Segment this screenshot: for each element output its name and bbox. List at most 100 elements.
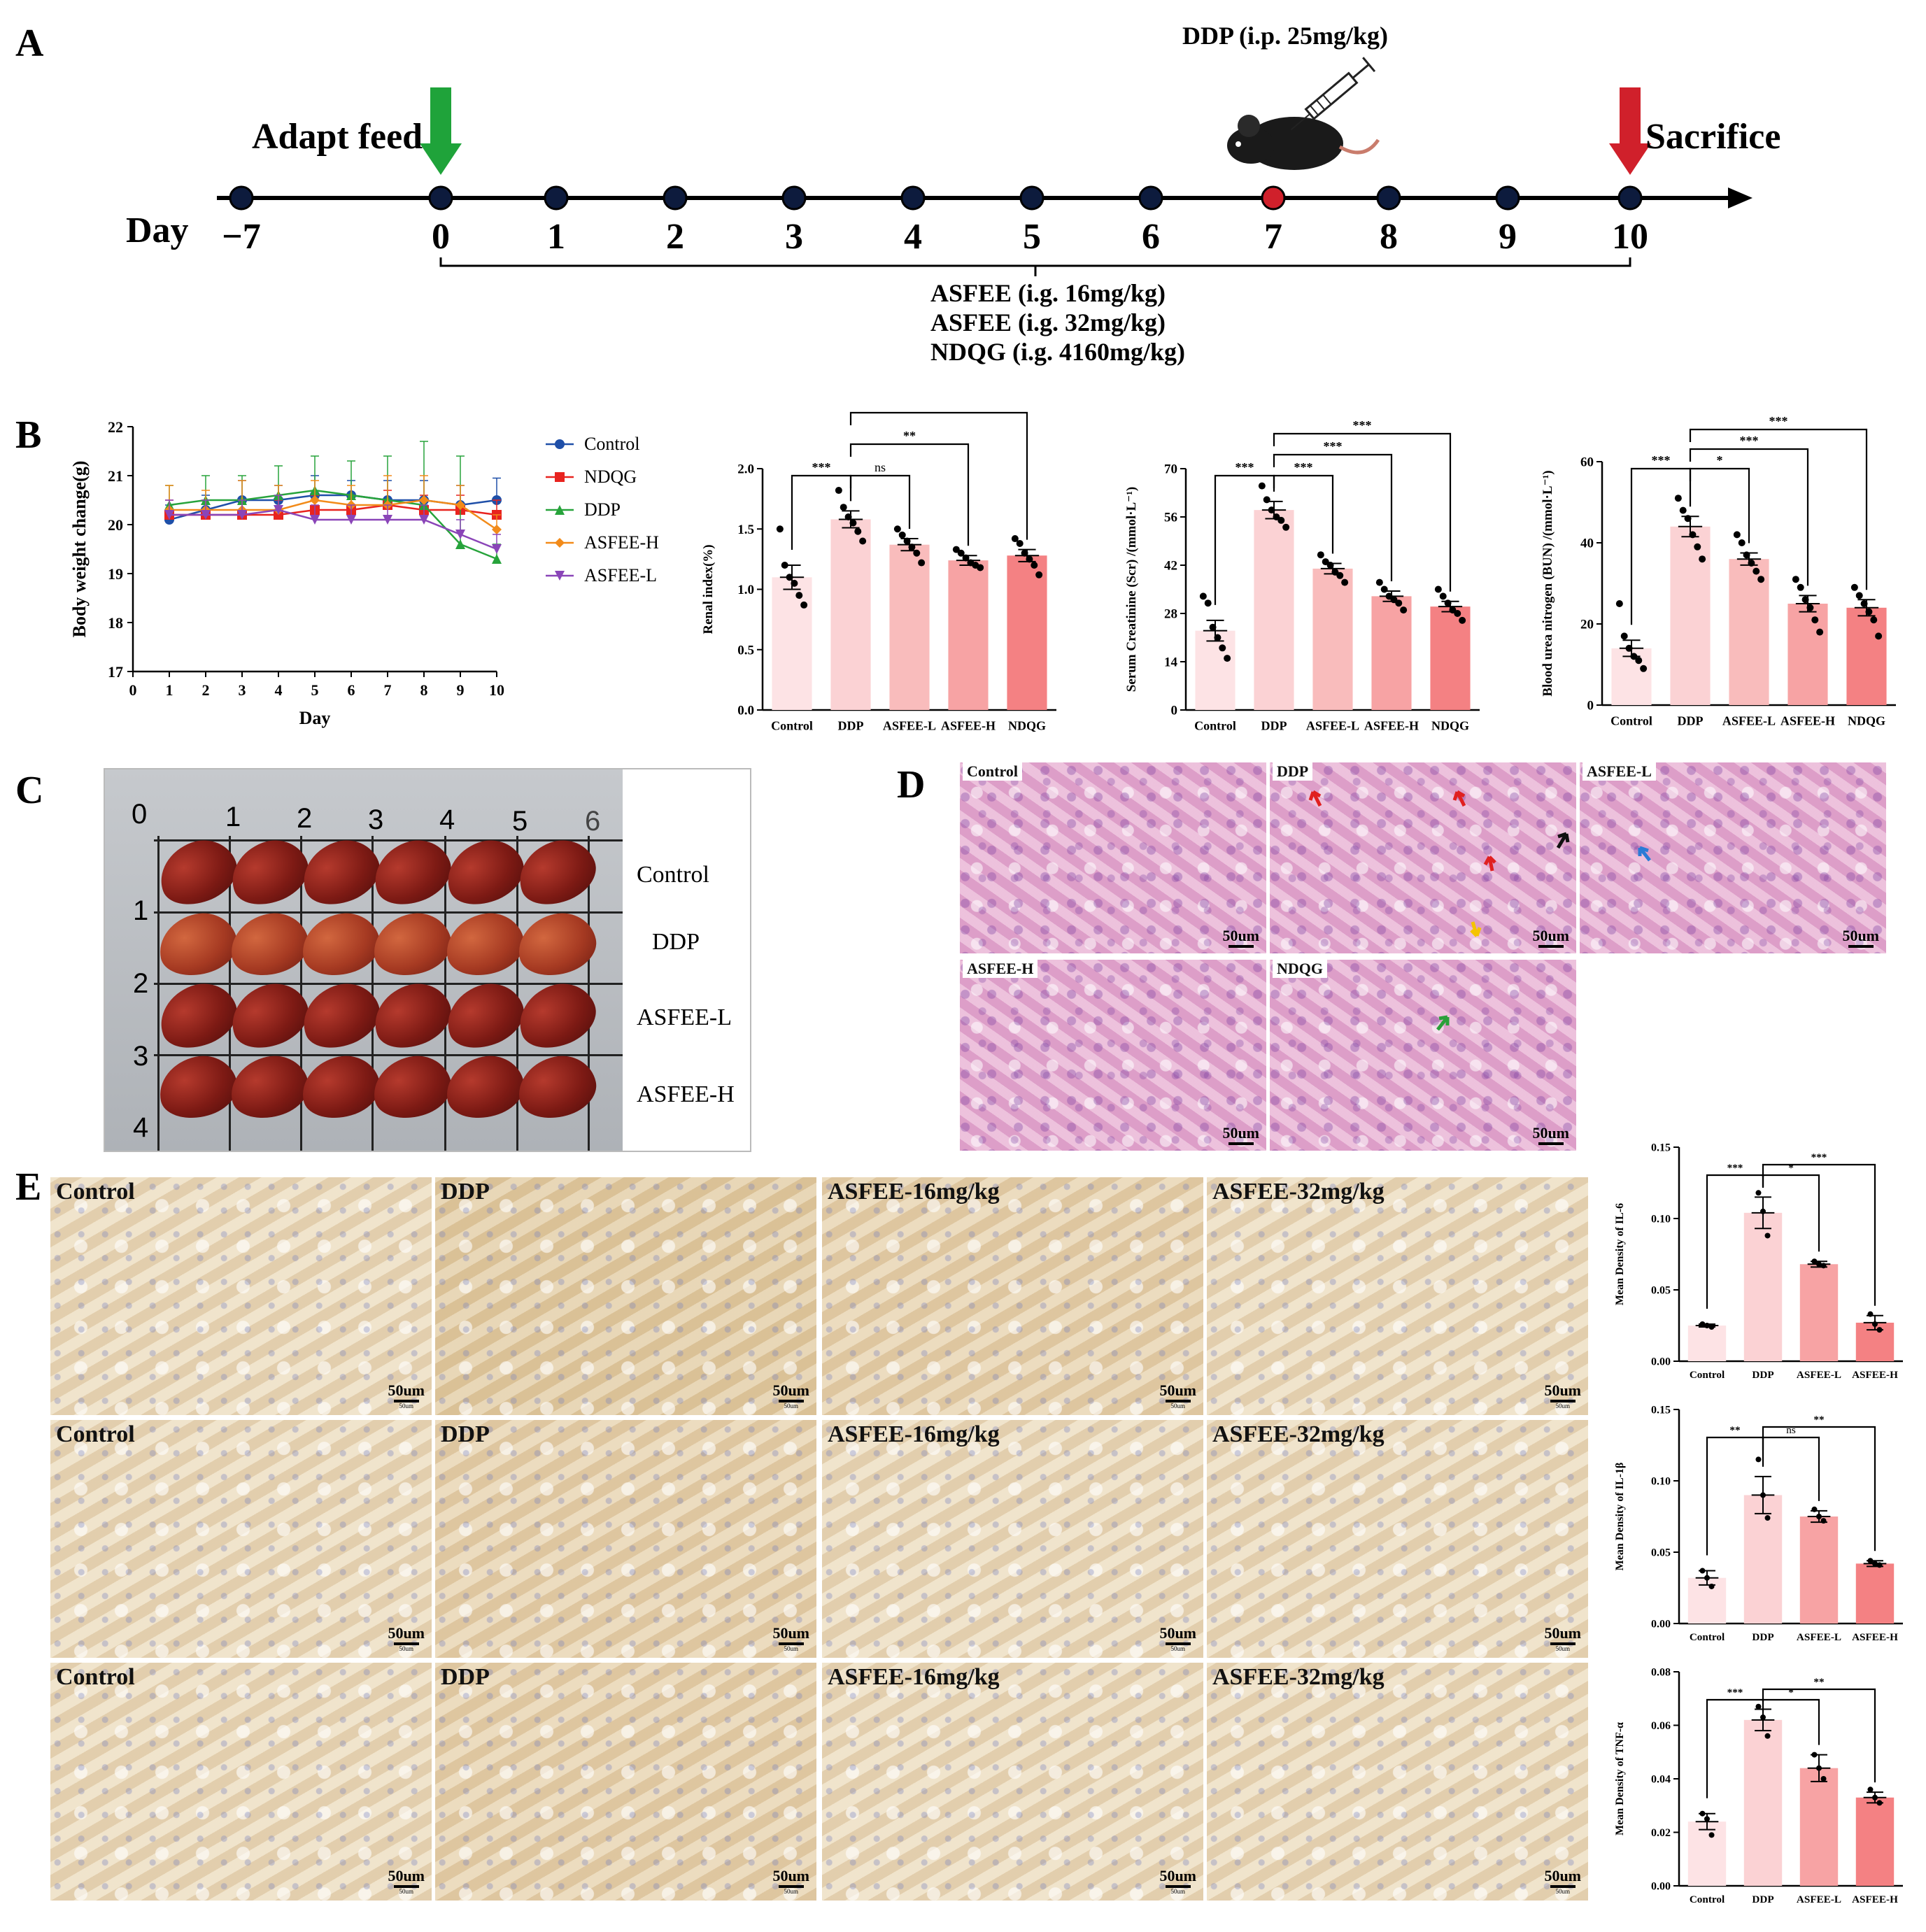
- series-line: [169, 509, 497, 551]
- he-image-ndqg: NDQG 50um: [1270, 960, 1576, 1151]
- y-axis-label: Serum Creatinine (Scr) /(mmol·L⁻¹): [1124, 487, 1139, 692]
- scale-bar-line: [778, 1400, 804, 1402]
- data-point: [844, 513, 852, 520]
- scale-bar-small-label: 50um: [784, 1888, 798, 1895]
- black-arrow-icon: [1556, 832, 1570, 849]
- x-tick-label: 3: [239, 681, 246, 699]
- data-point: [1699, 1810, 1706, 1817]
- data-point: [492, 544, 502, 554]
- data-point: [1454, 610, 1461, 617]
- legend-label: ASFEE-L: [584, 565, 657, 585]
- legend-item-ndqg: NDQG: [546, 467, 637, 487]
- data-point: [1764, 1233, 1771, 1239]
- column-number-6: 6: [585, 806, 601, 837]
- ihc-image: Control 50um 50um: [50, 1420, 432, 1658]
- bar-asfee-h: [1787, 604, 1828, 705]
- bar-ddp: [1743, 1495, 1783, 1624]
- significance-bracket: [1762, 1688, 1876, 1783]
- y-tick-label: 40: [1580, 537, 1594, 551]
- scale-bar-label: 50um: [1532, 927, 1569, 944]
- x-tick-label: 8: [420, 681, 428, 699]
- series-line: [169, 499, 497, 531]
- timeline-diagram: −7 0 1 2 3 4 5 6 7 8 9 10: [217, 87, 1752, 276]
- x-tick-label: 10: [489, 681, 504, 699]
- data-point: [1459, 616, 1466, 624]
- chart-il6: 0.00 0.05 0.10 0.15 Mean Density of IL-6 Cont…: [1614, 1142, 1903, 1381]
- day-tick-label: 3: [785, 217, 803, 257]
- chart-renal-index: 0.0 0.5 1.0 1.5 2.0 Renal index(%) Control DDP A…: [701, 406, 1056, 733]
- bar-asfee-l: [1799, 1517, 1839, 1624]
- legend-item-asfee-l: ASFEE-L: [546, 565, 657, 585]
- bar-ddp: [830, 519, 871, 710]
- data-point: [977, 564, 984, 571]
- bar-ddp: [1670, 526, 1711, 705]
- treatment-line-1: ASFEE (i.g. 16mg/kg): [930, 279, 1166, 307]
- data-point: [1380, 585, 1388, 593]
- grid-line: [157, 836, 160, 1151]
- scale-bar-line: [1550, 1885, 1576, 1888]
- ihc-image: ASFEE-32mg/kg 50um 50um: [1207, 1663, 1588, 1901]
- data-point: [1268, 506, 1275, 514]
- ihc-group-label: ASFEE-16mg/kg: [828, 1664, 1000, 1690]
- timeline-node-day-7: [1138, 185, 1163, 211]
- day-tick-label: 7: [1264, 217, 1282, 257]
- row-number-3: 3: [133, 1041, 149, 1072]
- timeline-node-day-5: [900, 185, 926, 211]
- data-point: [310, 495, 320, 505]
- data-point: [1876, 1562, 1883, 1568]
- x-tick-label: ASFEE-L: [1306, 719, 1359, 733]
- data-point: [1850, 583, 1858, 591]
- x-tick-label: 5: [311, 681, 319, 699]
- ihc-group-label: DDP: [441, 1664, 490, 1690]
- y-tick-label: 0.02: [1651, 1827, 1671, 1839]
- data-point: [237, 510, 247, 520]
- day-tick-label: 0: [432, 217, 450, 257]
- timeline-node-day-4: [781, 185, 807, 211]
- row-number-1: 1: [133, 895, 149, 926]
- bar-asfee-h: [1371, 596, 1412, 710]
- significance-bracket: [849, 474, 911, 530]
- group-label-control: Control: [637, 862, 709, 888]
- data-point: [1876, 1327, 1883, 1333]
- data-point: [800, 601, 808, 609]
- significance-label: ***: [1739, 434, 1758, 448]
- significance-bracket: [1762, 1698, 1820, 1745]
- grid-line: [588, 836, 590, 1151]
- grid-line: [229, 836, 231, 1151]
- scale-bar-line: [1165, 1885, 1191, 1888]
- group-label-ddp: DDP: [652, 929, 700, 955]
- data-point: [1748, 560, 1755, 567]
- data-point: [555, 439, 565, 449]
- x-tick-label: NDQG: [1431, 719, 1469, 733]
- y-tick-label: 0.0: [737, 704, 754, 718]
- data-point: [310, 515, 320, 525]
- data-point: [1625, 644, 1633, 652]
- data-point: [1860, 600, 1868, 607]
- bar-control: [772, 577, 812, 710]
- scale-bar-line: [1550, 1400, 1576, 1402]
- timeline-node-day-1: [428, 185, 453, 211]
- scale-bar: 50um 50um: [1159, 1867, 1196, 1895]
- he-image-control: Control 50um: [960, 762, 1266, 953]
- grid-line: [300, 836, 302, 1151]
- scale-bar-small-label: 50um: [1170, 1645, 1185, 1652]
- column-number-4: 4: [439, 804, 455, 835]
- data-point: [1757, 576, 1765, 583]
- day-tick-label: 2: [666, 217, 684, 257]
- he-label-asfee-l: ASFEE-L: [1582, 762, 1656, 781]
- data-point: [1865, 608, 1873, 616]
- x-tick-label: Control: [1690, 1631, 1725, 1643]
- row-number-2: 2: [133, 968, 149, 999]
- data-point: [1630, 653, 1638, 660]
- scale-bar-small-label: 50um: [399, 1645, 413, 1652]
- data-point: [419, 495, 429, 505]
- x-tick-label: 0: [129, 681, 137, 699]
- y-tick-label: 2.0: [737, 462, 754, 477]
- significance-label: ***: [1727, 1686, 1743, 1698]
- x-tick-label: 6: [348, 681, 355, 699]
- he-image-asfee-h: ASFEE-H 50um: [960, 960, 1266, 1151]
- scale-bar-label: 50um: [1544, 1867, 1581, 1884]
- y-tick-label: 0: [1587, 699, 1594, 713]
- red-arrow-icon: [1308, 790, 1322, 807]
- data-point: [903, 537, 911, 545]
